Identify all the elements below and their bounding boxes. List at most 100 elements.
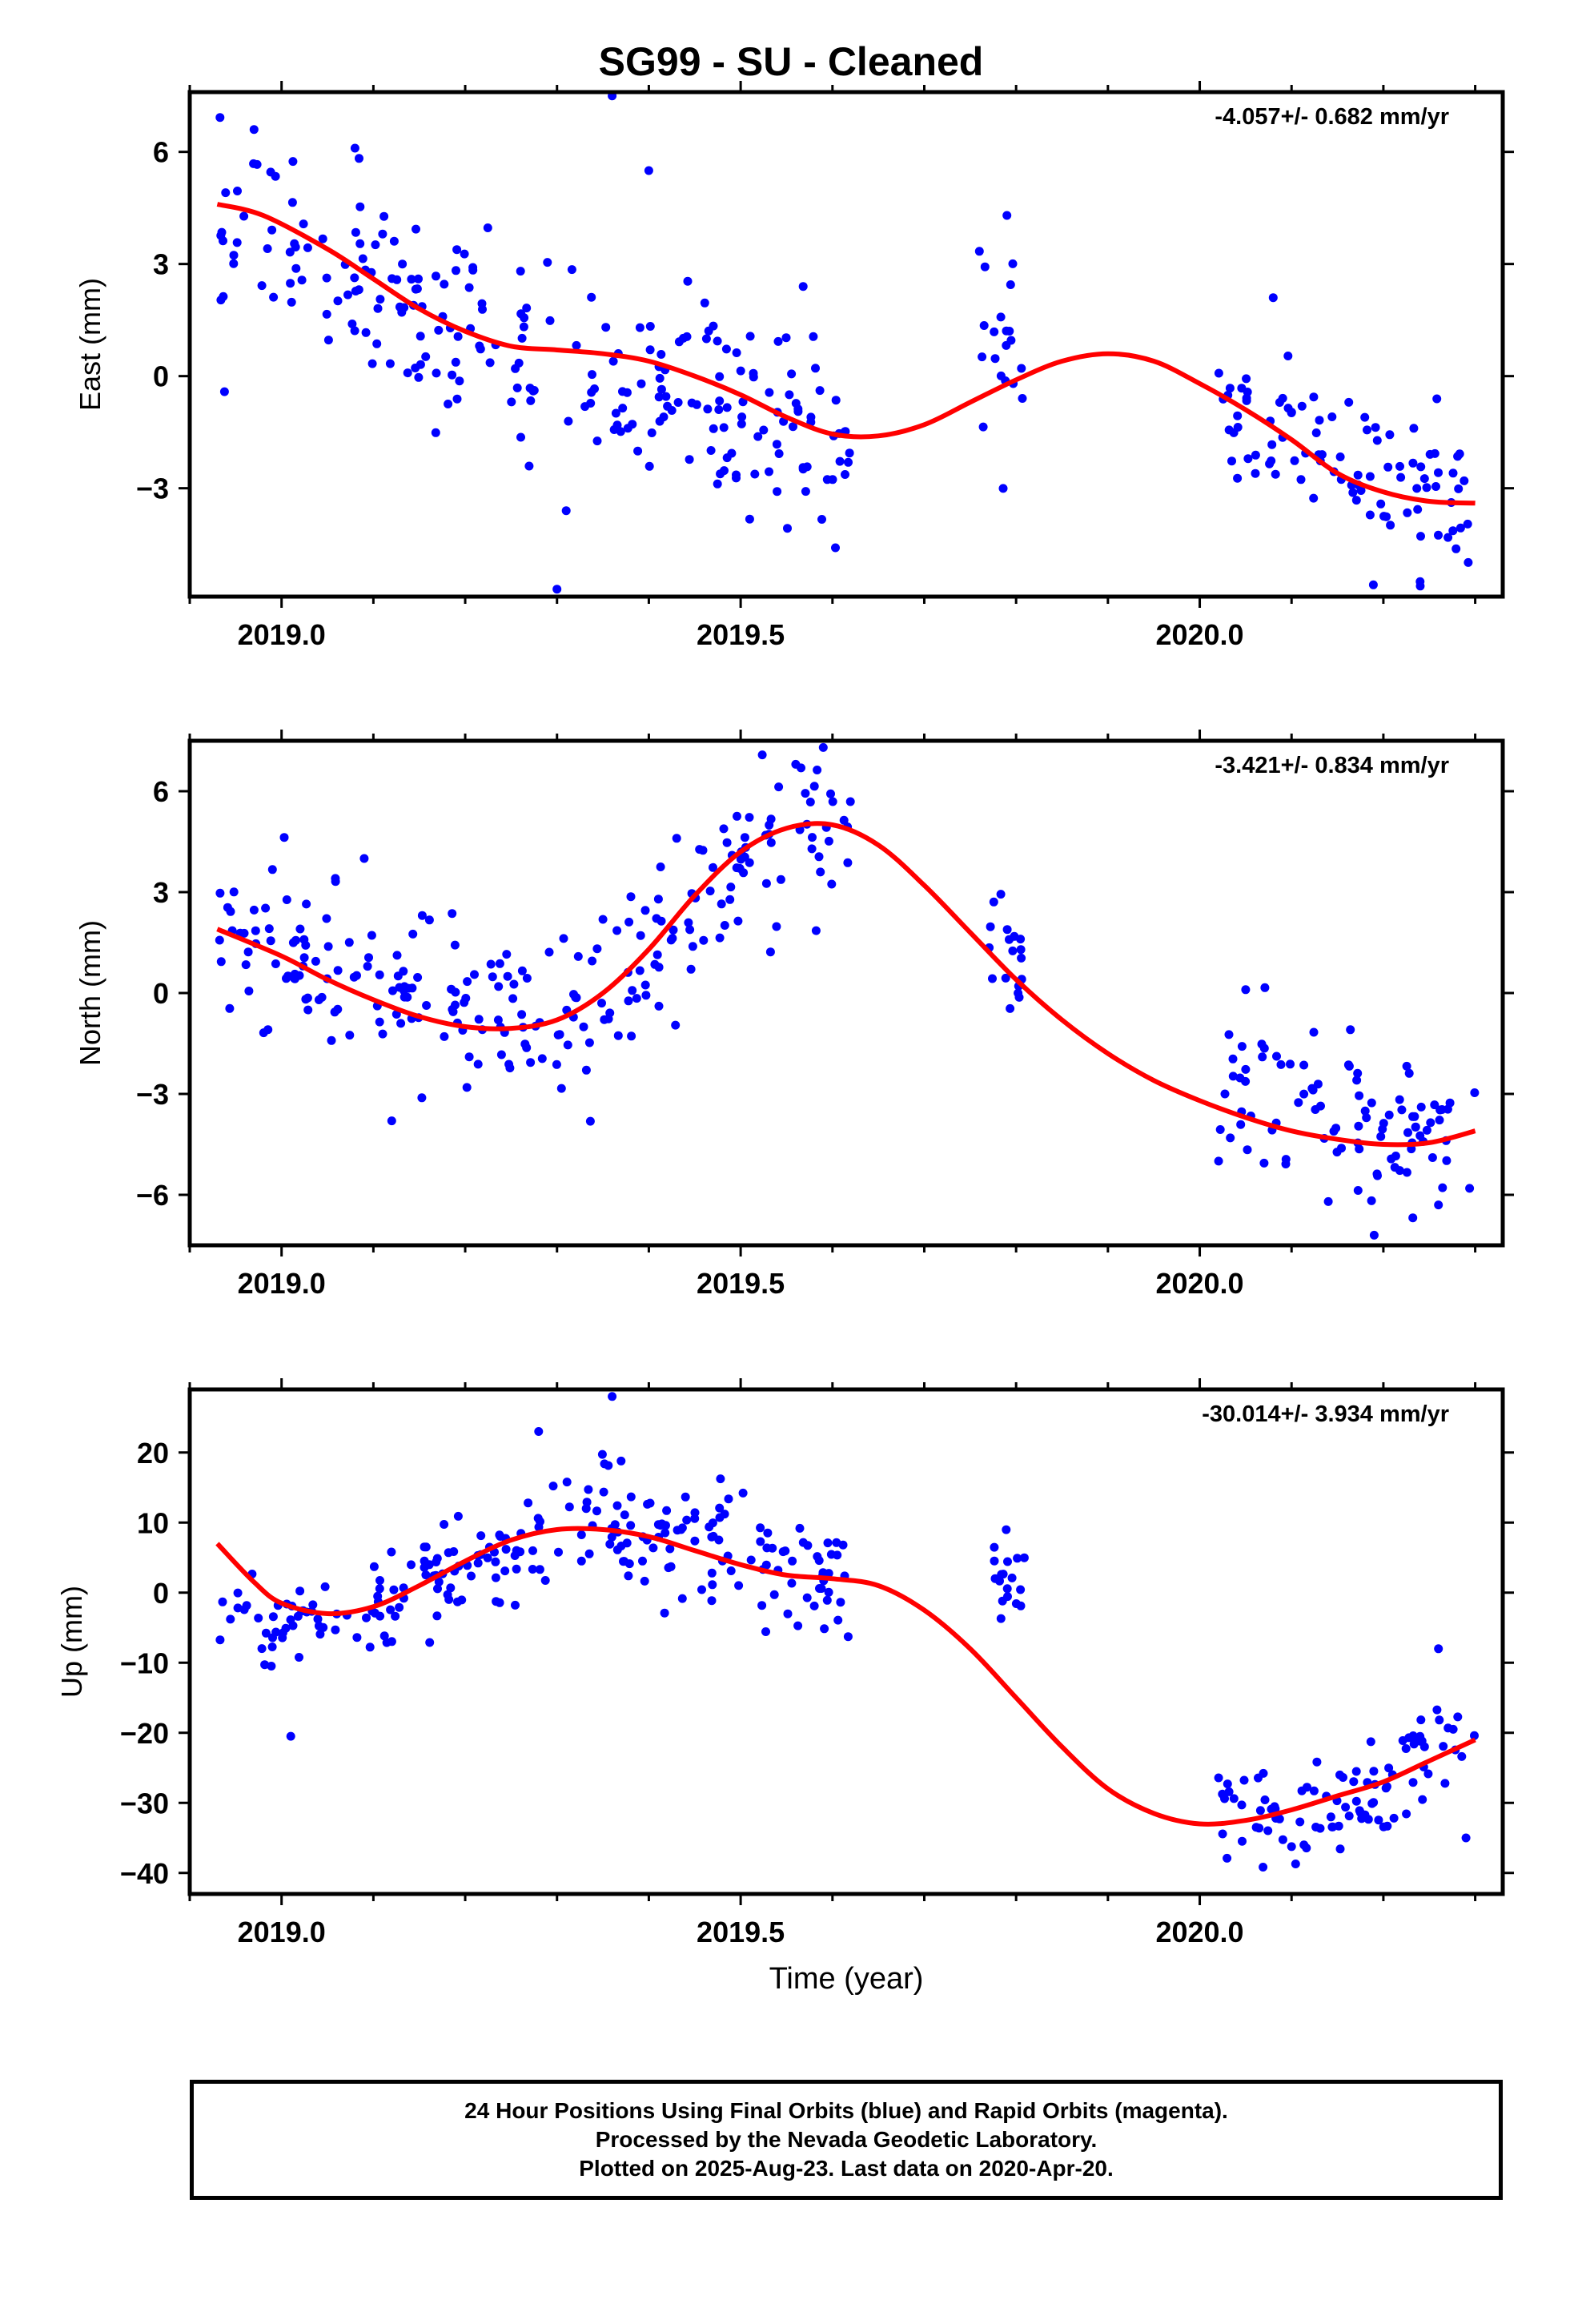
data-point	[303, 243, 312, 252]
data-point	[1416, 1715, 1426, 1725]
data-point	[697, 1585, 706, 1594]
data-point	[522, 974, 532, 983]
data-point	[616, 427, 625, 436]
data-point	[494, 982, 504, 991]
data-point	[990, 354, 1000, 364]
data-point	[772, 440, 781, 449]
data-point	[350, 273, 359, 283]
data-point	[572, 993, 581, 1003]
data-point	[624, 1571, 633, 1581]
data-point	[709, 862, 717, 872]
data-point	[1463, 519, 1472, 529]
data-point	[486, 959, 496, 969]
data-point	[244, 987, 254, 995]
data-point	[996, 312, 1006, 322]
data-point	[809, 1601, 819, 1610]
data-point	[1442, 1156, 1452, 1165]
data-point	[544, 947, 554, 957]
data-point	[1470, 1088, 1480, 1097]
data-point	[1002, 211, 1012, 220]
y-tick-label: 0	[153, 360, 169, 393]
data-point	[656, 384, 666, 394]
data-point	[564, 416, 573, 426]
data-point	[1283, 352, 1293, 360]
data-point	[1259, 1863, 1268, 1872]
data-point	[720, 1510, 729, 1519]
data-point	[232, 238, 242, 247]
data-point	[303, 1005, 313, 1015]
data-point	[287, 297, 296, 307]
data-point	[1445, 1098, 1455, 1108]
data-point	[822, 475, 832, 485]
data-point	[478, 304, 487, 314]
data-point	[440, 1520, 449, 1529]
data-point	[414, 274, 423, 283]
data-point	[833, 1550, 842, 1560]
data-point	[516, 432, 525, 442]
data-point	[491, 1573, 500, 1582]
data-point	[733, 916, 743, 926]
data-point	[468, 265, 478, 275]
data-point	[828, 797, 837, 806]
data-point	[257, 1644, 267, 1654]
data-point	[1016, 945, 1026, 955]
data-point	[485, 358, 495, 368]
data-point	[443, 1590, 452, 1599]
data-point	[1425, 449, 1435, 459]
data-point	[367, 931, 376, 940]
data-point	[492, 1597, 501, 1606]
data-point	[1007, 1573, 1017, 1582]
data-point	[1354, 1121, 1363, 1131]
data-point	[737, 412, 747, 422]
panel-east: 2019.0 2019.5 2020.0 −3 0 3 6 East (mm) -4.057+/…	[74, 81, 1514, 651]
data-point	[433, 1584, 442, 1594]
data-point	[715, 396, 725, 406]
data-point	[1435, 1105, 1445, 1115]
data-point	[463, 977, 472, 987]
data-point	[700, 298, 709, 308]
data-point	[598, 915, 608, 924]
data-point	[1220, 1089, 1230, 1099]
data-point	[590, 384, 599, 393]
data-point	[303, 993, 312, 1003]
data-point	[584, 1038, 594, 1047]
data-point	[1362, 1113, 1371, 1123]
y-tick-label: −10	[120, 1647, 169, 1679]
data-point	[626, 1521, 636, 1530]
data-point	[597, 1449, 607, 1459]
data-point	[1419, 474, 1429, 484]
data-point	[537, 1054, 547, 1063]
data-point	[354, 285, 363, 295]
data-point	[1291, 1860, 1300, 1868]
caption-line-2: Processed by the Nevada Geodetic Laborat…	[595, 2127, 1098, 2152]
data-point	[681, 1492, 690, 1502]
data-point	[720, 466, 729, 476]
data-point	[350, 326, 359, 336]
data-point	[608, 356, 618, 366]
data-point	[416, 360, 425, 369]
data-point	[434, 1577, 444, 1586]
data-point	[1290, 456, 1299, 465]
data-point	[802, 1593, 812, 1602]
data-point	[733, 811, 741, 821]
data-point	[1403, 508, 1412, 517]
data-point	[807, 844, 817, 854]
data-point	[986, 922, 995, 931]
data-point	[1355, 1808, 1365, 1817]
data-point	[528, 1565, 537, 1574]
data-point	[588, 370, 596, 380]
data-point	[795, 1523, 805, 1533]
data-point	[333, 296, 343, 306]
data-point	[322, 273, 331, 283]
data-point	[826, 789, 835, 798]
data-point	[756, 1523, 765, 1533]
data-point	[417, 1093, 427, 1103]
data-point	[1233, 411, 1243, 420]
data-point	[219, 236, 227, 246]
data-point	[375, 295, 385, 304]
data-point	[432, 271, 440, 281]
data-point	[512, 1546, 521, 1555]
panel-frame	[187, 90, 1505, 599]
y-tick-label: −3	[136, 472, 169, 505]
data-point	[843, 1632, 853, 1642]
